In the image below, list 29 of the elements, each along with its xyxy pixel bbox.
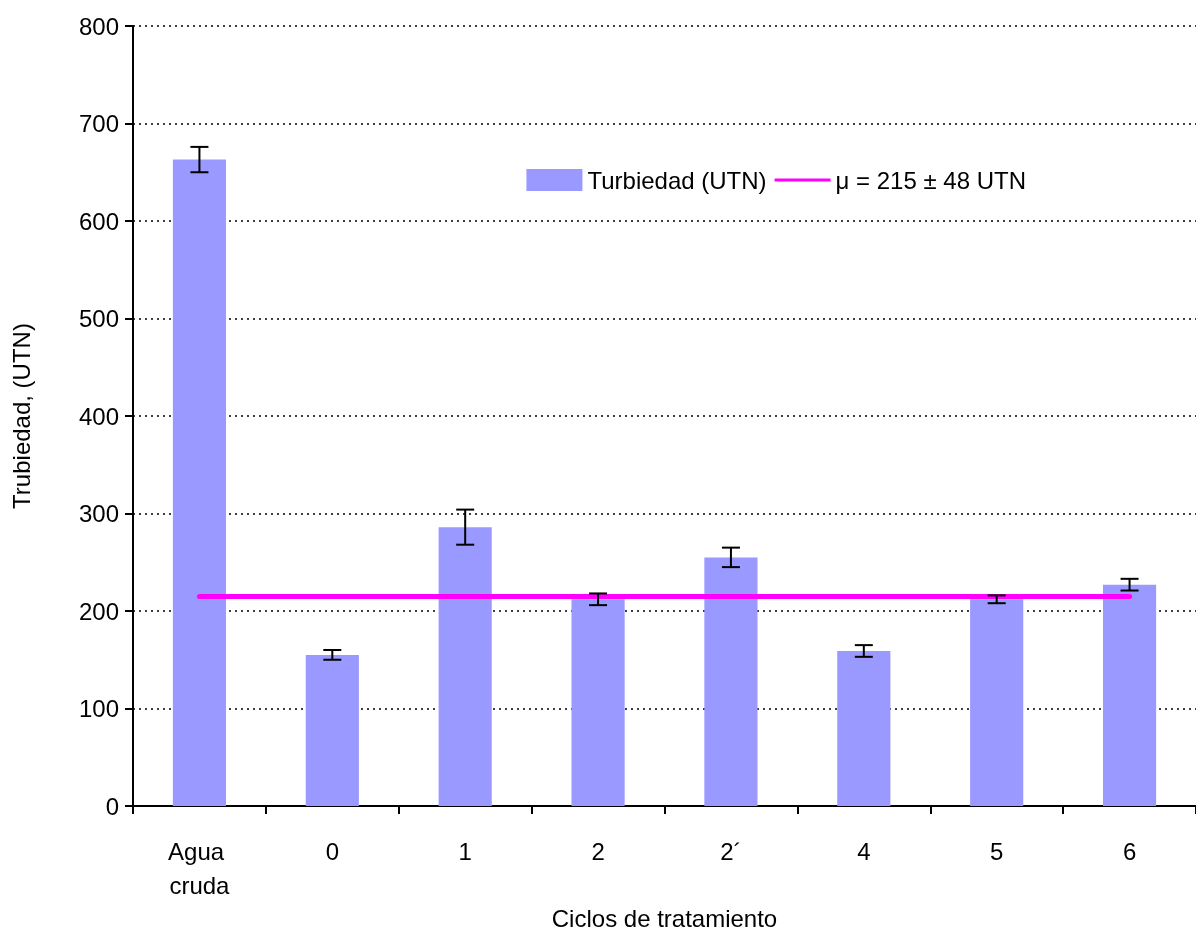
y-tick-label: 800 <box>78 12 119 40</box>
x-tick-label: 1 <box>458 837 472 865</box>
x-tick-label: 0 <box>325 837 339 865</box>
bar <box>305 654 359 806</box>
x-tick-label: 6 <box>1122 837 1137 865</box>
y-tick-label: 600 <box>78 207 119 235</box>
bar <box>970 599 1024 806</box>
bar <box>837 650 891 806</box>
y-tick-label: 100 <box>78 695 119 722</box>
y-tick-label: 400 <box>78 402 119 430</box>
bar <box>1102 584 1157 806</box>
x-tick-label: Agua cruda <box>168 837 231 899</box>
y-axis-title: Trubiedad, (UTN) <box>7 323 35 509</box>
bar <box>704 557 758 806</box>
bar <box>571 599 625 806</box>
y-tick-label: 500 <box>78 305 119 332</box>
legend-label: Turbiedad (UTN) <box>587 166 767 194</box>
x-tick-label: 5 <box>990 837 1004 865</box>
y-tick-label: 0 <box>105 792 119 820</box>
x-tick-label: 4 <box>857 837 871 865</box>
bar <box>172 159 227 806</box>
x-tick-label: 2 <box>591 837 605 865</box>
x-tick-label: 2´ <box>720 837 742 865</box>
y-tick-label: 700 <box>78 110 119 137</box>
legend-label: μ = 215 ± 48 UTN <box>835 166 1026 194</box>
bar <box>438 527 492 806</box>
y-tick-label: 200 <box>78 597 119 625</box>
x-axis-title: Ciclos de tratamiento <box>551 905 778 933</box>
y-tick-label: 300 <box>78 500 119 527</box>
